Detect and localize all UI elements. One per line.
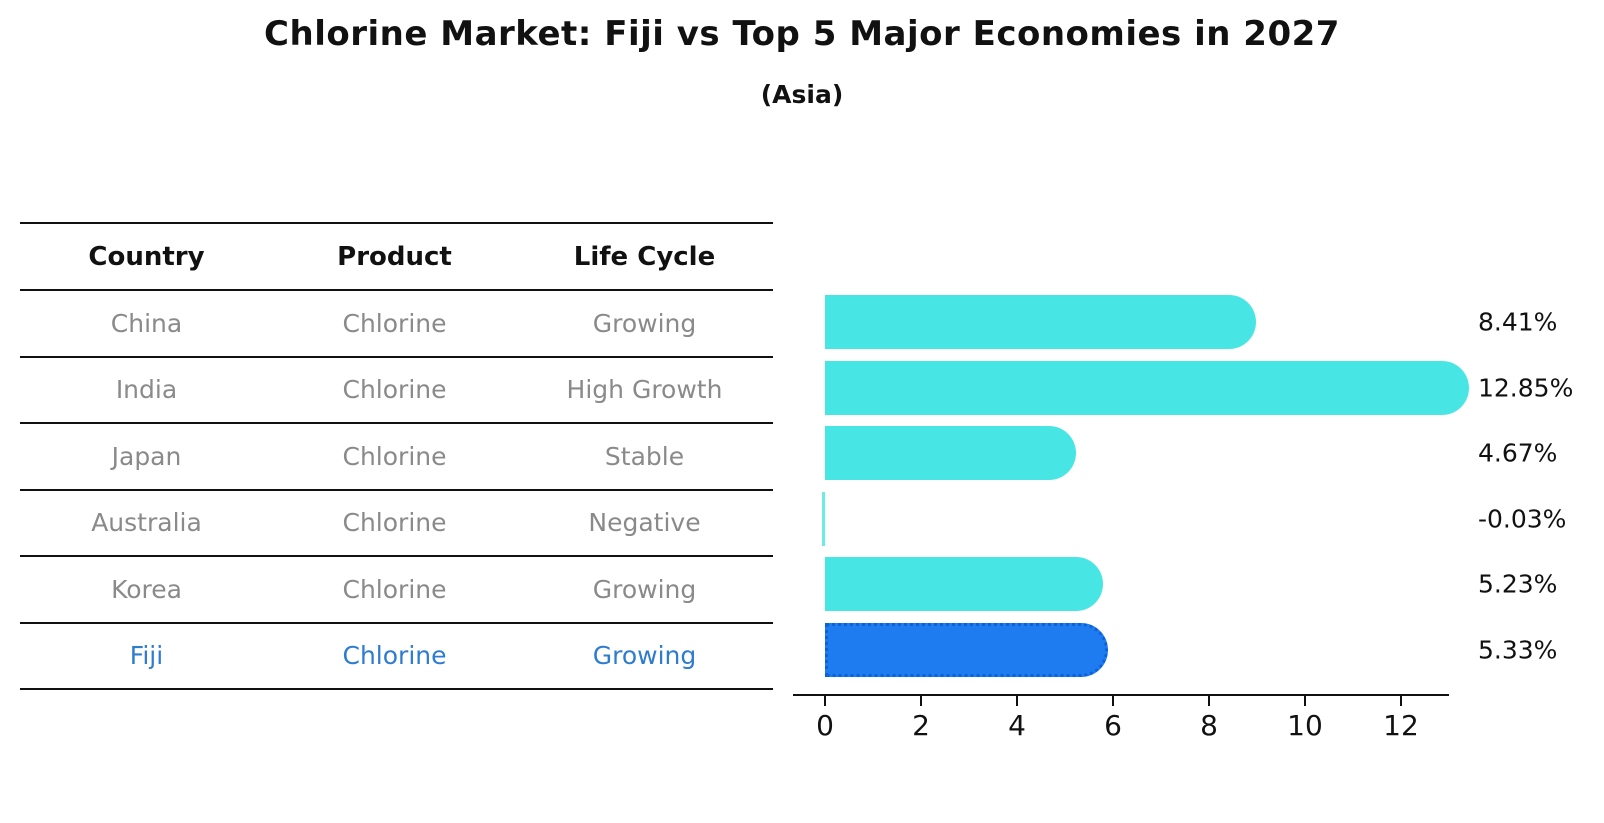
chart-subtitle: (Asia) (760, 80, 844, 109)
x-tick-mark (1400, 696, 1402, 706)
cell-product: Chlorine (342, 375, 447, 405)
x-tick-label: 10 (1287, 709, 1323, 742)
chart-title: Chlorine Market: Fiji vs Top 5 Major Eco… (264, 14, 1340, 54)
x-tick-mark (1112, 696, 1114, 706)
table-row-japan: Japan Chlorine Stable (20, 424, 773, 491)
cell-product: Chlorine (342, 441, 447, 471)
column-header-life-cycle: Life Cycle (573, 241, 716, 272)
cell-product: Chlorine (342, 641, 447, 671)
table-row-korea: Korea Chlorine Growing (20, 557, 773, 624)
bar-value-label-china: 8.41% (1478, 307, 1558, 337)
table-body: China Chlorine Growing India Chlorine High Gr… (20, 291, 773, 690)
table-row-australia: Australia Chlorine Negative (20, 491, 773, 557)
x-tick-label: 12 (1383, 709, 1419, 742)
bar-value-label-japan: 4.67% (1478, 438, 1558, 468)
bar-india (825, 360, 1469, 415)
cell-life-cycle: Stable (604, 441, 685, 471)
bar-value-label-australia: -0.03% (1478, 504, 1567, 534)
table-row-china: China Chlorine Growing (20, 291, 773, 358)
x-tick-label: 4 (1008, 709, 1026, 742)
x-tick-mark (1208, 696, 1210, 706)
table-header-row: Country Product Life Cycle (20, 224, 773, 291)
bar-australia (822, 491, 825, 546)
x-tick-label: 6 (1104, 709, 1122, 742)
x-tick-mark (824, 696, 826, 706)
cell-life-cycle: Growing (592, 574, 697, 604)
column-header-product: Product (337, 241, 452, 272)
x-axis-line (793, 694, 1449, 696)
table-row-fiji: Fiji Chlorine Growing (20, 624, 773, 690)
bar-value-label-fiji: 5.33% (1478, 635, 1558, 665)
bar-china (825, 295, 1256, 349)
cell-product: Chlorine (342, 508, 447, 538)
cell-country: Fiji (129, 641, 164, 671)
x-tick-mark (1304, 696, 1306, 706)
x-tick-mark (1016, 696, 1018, 706)
bar-value-label-korea: 5.23% (1478, 569, 1558, 599)
cell-country: Korea (111, 574, 182, 604)
bar-korea (825, 557, 1104, 612)
cell-life-cycle: High Growth (566, 375, 723, 405)
cell-country: Australia (91, 508, 202, 538)
cell-country: China (110, 308, 183, 338)
x-tick-mark (920, 696, 922, 706)
x-tick-label: 0 (816, 709, 834, 742)
cell-product: Chlorine (342, 308, 447, 338)
bar-japan (825, 426, 1077, 481)
bar-fiji (825, 623, 1108, 677)
column-header-country: Country (88, 241, 205, 272)
x-tick-label: 2 (912, 709, 930, 742)
bar-value-label-india: 12.85% (1478, 373, 1574, 403)
table-row-india: India Chlorine High Growth (20, 358, 773, 424)
cell-country: Japan (111, 441, 182, 471)
cell-life-cycle: Negative (588, 508, 701, 538)
cell-life-cycle: Growing (592, 641, 697, 671)
cell-product: Chlorine (342, 574, 447, 604)
x-tick-label: 8 (1200, 709, 1218, 742)
cell-life-cycle: Growing (592, 308, 697, 338)
cell-country: India (115, 375, 178, 405)
country-table: Country Product Life Cycle China Chlorine… (20, 222, 773, 690)
